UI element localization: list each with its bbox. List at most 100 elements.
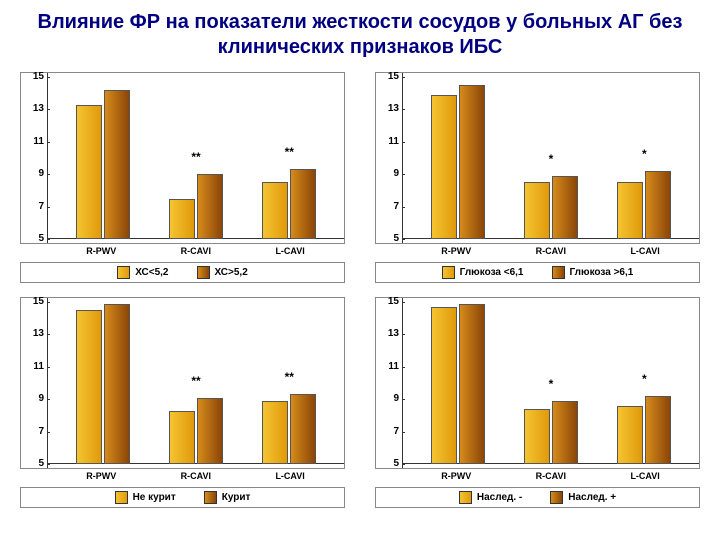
x-label: R-PWV (441, 471, 471, 481)
y-tick: 15 (33, 72, 44, 82)
y-tick: 11 (33, 362, 44, 372)
significance-marker: * (642, 372, 647, 386)
significance-marker: * (549, 152, 554, 166)
panel-3: 579111315**R-PWVR-CAVIL-CAVIНаслед. -Нас… (375, 297, 700, 508)
legend-item: Глюкоза <6,1 (442, 266, 524, 279)
bar-group: * (617, 396, 671, 464)
x-label: L-CAVI (630, 246, 659, 256)
legend-swatch (442, 266, 455, 279)
significance-marker: * (642, 147, 647, 161)
y-tick: 9 (393, 169, 399, 179)
legend-swatch (552, 266, 565, 279)
bar-series-b (459, 85, 485, 239)
legend-label: Курит (222, 492, 251, 503)
panel-1: 579111315**R-PWVR-CAVIL-CAVIГлюкоза <6,1… (375, 72, 700, 283)
bar-series-b (645, 396, 671, 464)
bar-series-a (524, 182, 550, 239)
bar-group: * (617, 171, 671, 239)
bar-series-b (552, 176, 578, 239)
bar-series-a (169, 411, 195, 464)
plot-area: ** ** (48, 73, 344, 243)
y-tick: 7 (38, 427, 44, 437)
x-label: L-CAVI (630, 471, 659, 481)
plot-area: ** ** (48, 298, 344, 468)
x-label: L-CAVI (275, 246, 304, 256)
bar-series-a (524, 409, 550, 464)
x-label: R-CAVI (181, 471, 211, 481)
legend: ХС<5,2 ХС>5,2 (20, 262, 345, 283)
significance-marker: * (549, 377, 554, 391)
chart-box: 579111315** (375, 72, 700, 244)
legend-label: Глюкоза <6,1 (460, 267, 524, 278)
legend-swatch (197, 266, 210, 279)
x-label: R-CAVI (536, 246, 566, 256)
y-tick: 5 (38, 234, 44, 244)
y-axis: 579111315 (21, 73, 48, 243)
panel-0: 579111315****R-PWVR-CAVIL-CAVIХС<5,2ХС>5… (20, 72, 345, 283)
legend-item: Курит (204, 491, 251, 504)
y-tick: 11 (33, 137, 44, 147)
chart-box: 579111315** (375, 297, 700, 469)
panel-2: 579111315****R-PWVR-CAVIL-CAVIНе куритКу… (20, 297, 345, 508)
y-tick: 13 (388, 104, 399, 114)
y-tick: 11 (388, 137, 399, 147)
x-labels: R-PWV R-CAVI L-CAVI (20, 469, 345, 481)
x-label: R-CAVI (181, 246, 211, 256)
legend: Наслед. - Наслед. + (375, 487, 700, 508)
legend-label: Наслед. - (477, 492, 522, 503)
bar-group (431, 304, 485, 464)
y-tick: 7 (393, 427, 399, 437)
bar-series-b (104, 304, 130, 464)
legend-label: Наслед. + (568, 492, 616, 503)
bar-group: ** (169, 174, 223, 239)
x-label: R-PWV (86, 471, 116, 481)
bar-group: * (524, 176, 578, 239)
legend-item: Глюкоза >6,1 (552, 266, 634, 279)
y-tick: 13 (388, 329, 399, 339)
bar-group (76, 90, 130, 239)
bar-series-a (169, 199, 195, 240)
significance-marker: ** (191, 374, 200, 388)
legend-swatch (204, 491, 217, 504)
x-label: L-CAVI (275, 471, 304, 481)
y-tick: 9 (38, 394, 44, 404)
bar-series-b (197, 174, 223, 239)
x-labels: R-PWV R-CAVI L-CAVI (375, 244, 700, 256)
bar-group: ** (262, 394, 316, 464)
y-tick: 5 (393, 459, 399, 469)
legend: Глюкоза <6,1 Глюкоза >6,1 (375, 262, 700, 283)
legend-label: ХС>5,2 (215, 267, 248, 278)
legend-item: Не курит (115, 491, 176, 504)
y-tick: 11 (388, 362, 399, 372)
x-label: R-CAVI (536, 471, 566, 481)
bar-series-a (431, 95, 457, 239)
bar-series-a (76, 105, 102, 239)
bar-series-b (290, 394, 316, 464)
legend-item: Наслед. + (550, 491, 616, 504)
y-tick: 7 (393, 202, 399, 212)
y-tick: 15 (388, 72, 399, 82)
x-label: R-PWV (441, 246, 471, 256)
bar-group: ** (262, 169, 316, 239)
legend-item: Наслед. - (459, 491, 522, 504)
legend-item: ХС>5,2 (197, 266, 248, 279)
bar-series-b (197, 398, 223, 464)
bar-series-a (262, 182, 288, 239)
y-tick: 13 (33, 329, 44, 339)
y-tick: 13 (33, 104, 44, 114)
significance-marker: ** (191, 150, 200, 164)
bar-series-b (290, 169, 316, 239)
bar-series-a (431, 307, 457, 464)
y-tick: 5 (38, 459, 44, 469)
y-tick: 9 (393, 394, 399, 404)
legend-item: ХС<5,2 (117, 266, 168, 279)
x-label: R-PWV (86, 246, 116, 256)
y-tick: 7 (38, 202, 44, 212)
y-axis: 579111315 (21, 298, 48, 468)
chart-grid: 579111315****R-PWVR-CAVIL-CAVIХС<5,2ХС>5… (20, 72, 700, 508)
plot-area: ** (403, 298, 699, 468)
bar-series-a (262, 401, 288, 464)
bar-series-a (617, 406, 643, 464)
bar-group: ** (169, 398, 223, 464)
significance-marker: ** (285, 370, 294, 384)
